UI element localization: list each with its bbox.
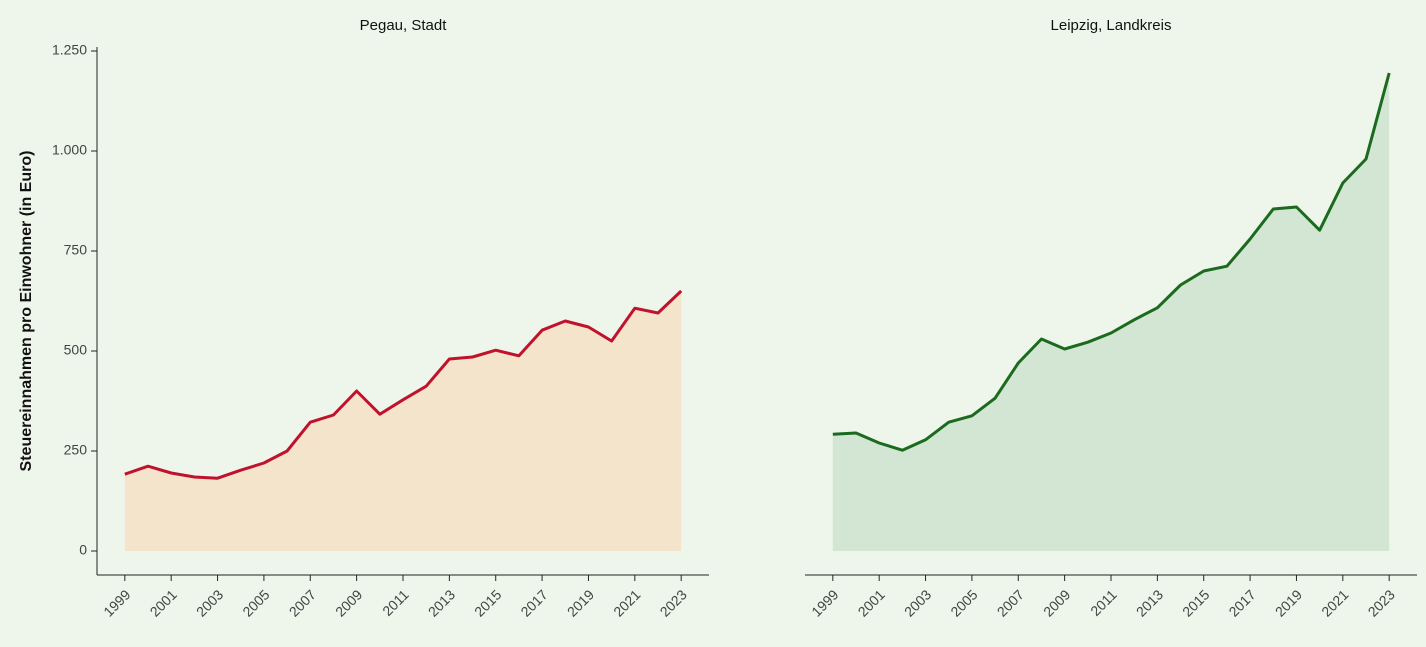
y-axis-label: Steuereinnahmen pro Einwohner (in Euro) (18, 151, 35, 472)
y-tick-label: 0 (79, 542, 87, 558)
y-tick-label: 250 (64, 442, 88, 458)
y-tick-label: 500 (64, 342, 88, 358)
y-tick-label: 750 (64, 242, 88, 258)
panel-title: Pegau, Stadt (360, 17, 448, 34)
line (124, 289, 683, 480)
line (832, 72, 1391, 452)
area (832, 73, 1390, 551)
y-tick-label: 1.250 (52, 42, 87, 58)
y-tick-label: 1.000 (52, 142, 87, 158)
panel-title: Leipzig, Landkreis (1051, 17, 1172, 34)
area (124, 291, 682, 551)
